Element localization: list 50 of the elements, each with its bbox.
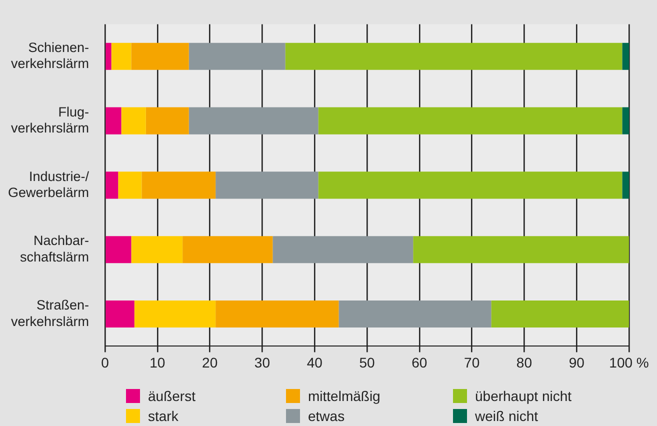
bar xyxy=(131,42,189,70)
bar xyxy=(413,236,629,264)
bar xyxy=(338,300,492,328)
x-tick-label: 50 xyxy=(359,354,376,370)
legend-label: äußerst xyxy=(147,387,196,406)
y-tick-label: Industrie-/ Gewerbelärm xyxy=(8,168,90,200)
x-tick-label: 80 xyxy=(516,354,532,370)
bar xyxy=(142,172,216,199)
bar xyxy=(318,107,622,134)
x-tick-label: 90 xyxy=(568,354,585,370)
x-tick-label: 10 xyxy=(150,354,166,370)
bar xyxy=(491,300,629,328)
x-tick-label: 70 xyxy=(464,354,480,370)
bar xyxy=(118,172,142,199)
legend-label: weiß nicht xyxy=(474,407,540,426)
bar xyxy=(285,42,622,70)
bar xyxy=(188,42,286,70)
x-tick-label: 20 xyxy=(202,354,218,370)
legend-label: stark xyxy=(147,407,180,426)
bar xyxy=(272,236,414,264)
bar xyxy=(106,42,112,70)
x-tick-label: 40 xyxy=(306,354,323,370)
bar xyxy=(134,300,216,328)
bar xyxy=(121,107,146,134)
bar xyxy=(106,107,122,134)
bar xyxy=(188,107,318,134)
bar xyxy=(106,236,132,264)
bar xyxy=(216,300,339,328)
bar xyxy=(622,172,629,199)
bar xyxy=(111,42,132,70)
bar xyxy=(182,236,273,264)
x-tick-label: 60 xyxy=(412,354,428,370)
x-tick-label: 30 xyxy=(254,354,270,370)
y-tick-label: Nachbar- schaftslärm xyxy=(20,233,90,264)
y-tick-label: Flug- verkehrslärm xyxy=(11,104,90,136)
bar xyxy=(106,300,134,328)
x-tick-label: 100 % xyxy=(609,354,649,370)
bar xyxy=(146,107,189,134)
legend-label: etwas xyxy=(307,407,346,426)
y-tick-label: Schienen- verkehrslärm xyxy=(11,40,90,72)
bar xyxy=(622,107,629,134)
bar xyxy=(318,172,622,199)
bar xyxy=(622,42,629,70)
legend-label: mittelmäßig xyxy=(307,387,382,406)
bar xyxy=(216,172,318,199)
bar xyxy=(131,236,183,264)
y-tick-label: Straßen- verkehrslärm xyxy=(11,298,90,329)
bar xyxy=(106,172,118,199)
x-tick-label: 0 xyxy=(101,354,110,370)
legend-label: überhaupt nicht xyxy=(474,387,573,406)
